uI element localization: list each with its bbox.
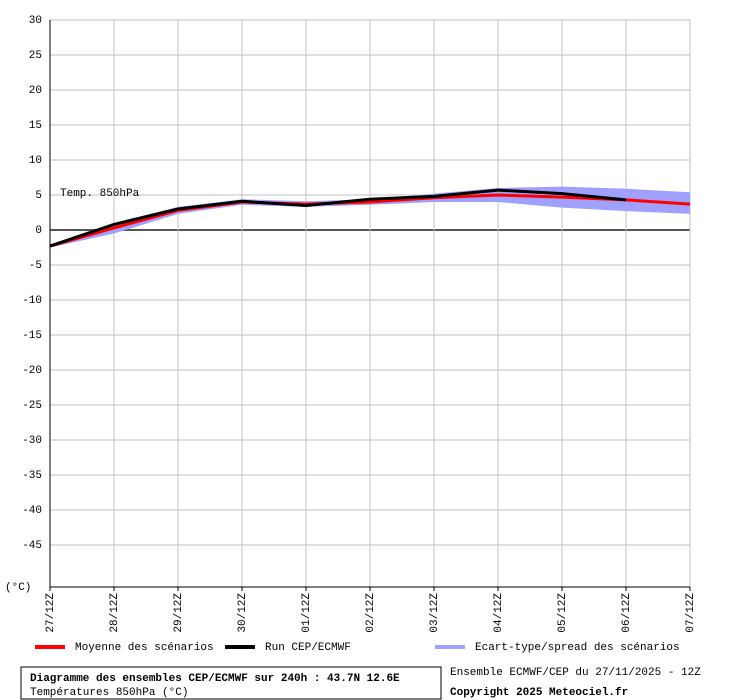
y-tick-label: 5 [35, 190, 42, 202]
x-tick-label: 07/12Z [685, 593, 697, 633]
annotation: Temp. 850hPa [60, 188, 140, 200]
y-tick-label: -10 [22, 295, 42, 307]
y-tick-label: -45 [22, 540, 42, 552]
x-tick-label: 06/12Z [621, 593, 633, 633]
legend-label: Ecart-type/spread des scénarios [475, 642, 680, 654]
x-tick-label: 30/12Z [237, 593, 249, 633]
footer-box [20, 666, 442, 700]
x-tick-label: 01/12Z [301, 593, 313, 633]
footer-title: Diagramme des ensembles CEP/ECMWF sur 24… [30, 673, 400, 685]
y-tick-label: 10 [29, 155, 42, 167]
y-tick-label: 25 [29, 50, 42, 62]
y-tick-label: 20 [29, 85, 42, 97]
y-tick-label: 30 [29, 15, 42, 27]
y-tick-label: -40 [22, 505, 42, 517]
y-tick-label: -15 [22, 330, 42, 342]
x-tick-label: 04/12Z [493, 593, 505, 633]
y-tick-label: -25 [22, 400, 42, 412]
footer-copyright: Copyright 2025 Meteociel.fr [450, 687, 628, 699]
y-tick-label: 0 [35, 225, 42, 237]
x-tick-label: 02/12Z [365, 593, 377, 633]
footer-run: Ensemble ECMWF/CEP du 27/11/2025 - 12Z [450, 667, 701, 679]
x-tick-label: 27/12Z [45, 593, 57, 633]
series-line [49, 188, 627, 248]
legend-label: Run CEP/ECMWF [265, 642, 351, 654]
y-axis-label: (°C) [5, 582, 31, 594]
y-tick-label: -5 [29, 260, 42, 272]
x-tick-label: 03/12Z [429, 593, 441, 633]
y-tick-label: -30 [22, 435, 42, 447]
y-tick-label: 15 [29, 120, 42, 132]
x-tick-label: 28/12Z [109, 593, 121, 633]
legend-label: Moyenne des scénarios [75, 642, 214, 654]
y-tick-label: -20 [22, 365, 42, 377]
y-tick-label: -35 [22, 470, 42, 482]
spread-band [50, 186, 690, 248]
series-line [49, 193, 691, 248]
x-tick-label: 05/12Z [557, 593, 569, 633]
footer-subtitle: Températures 850hPa (°C) [30, 687, 188, 699]
x-tick-label: 29/12Z [173, 593, 185, 633]
